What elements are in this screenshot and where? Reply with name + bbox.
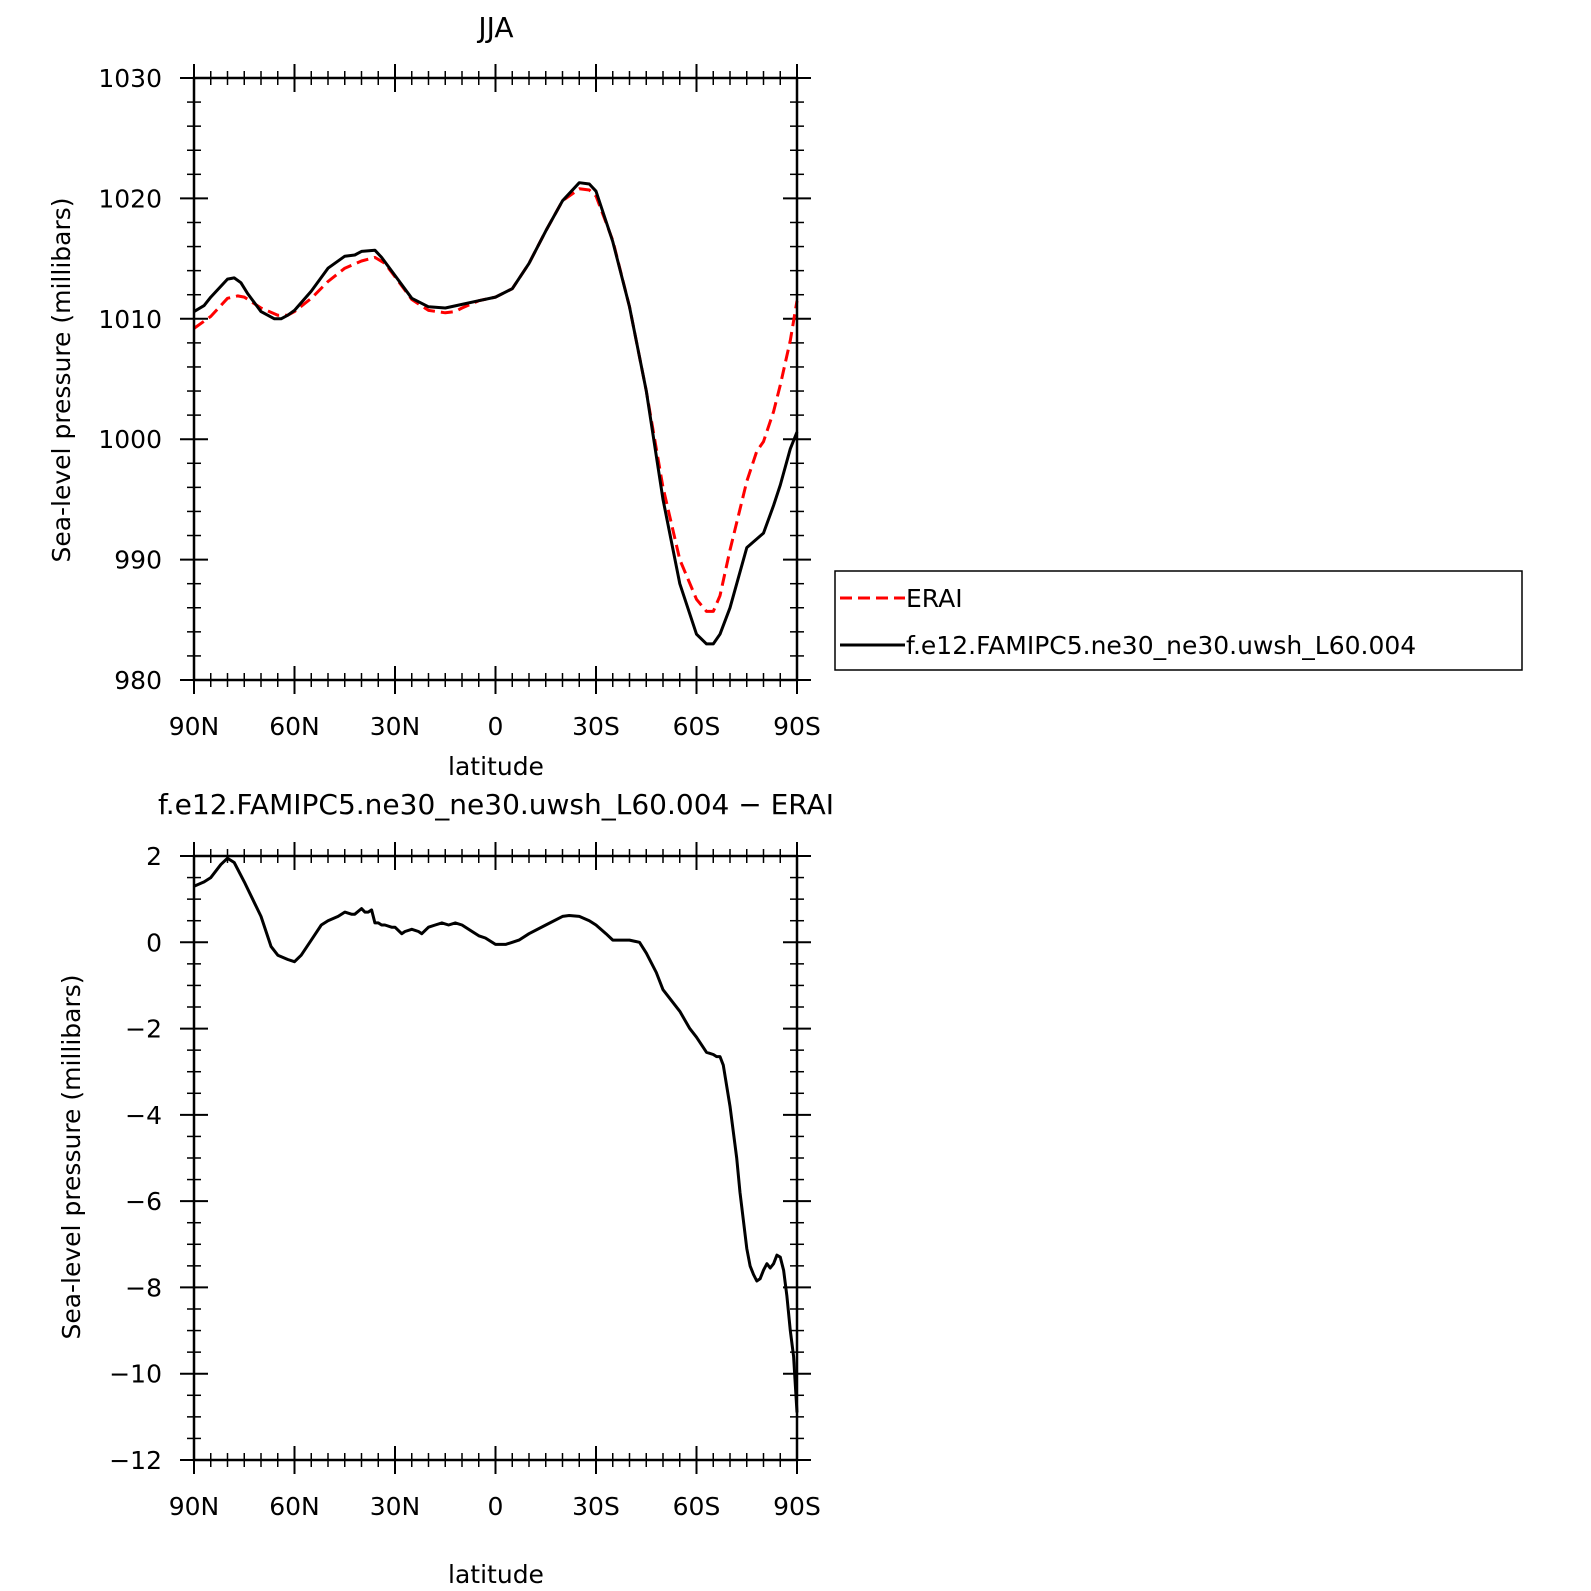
y-tick-label: 980 (114, 666, 162, 695)
series-line-erai (193, 187, 799, 613)
x-tick-label: 0 (488, 712, 504, 741)
top-chart-x-axis-title: latitude (448, 752, 544, 781)
y-tick-label: 1020 (98, 184, 162, 213)
x-tick-label: 30N (370, 1492, 421, 1521)
top-chart-ticks (180, 64, 811, 694)
top-chart-series (193, 181, 799, 646)
y-tick-label: 990 (114, 546, 162, 575)
x-tick-label: 30N (370, 712, 421, 741)
bottom-chart-series (193, 856, 799, 1413)
y-tick-label: 1030 (98, 64, 162, 93)
y-tick-label: 2 (146, 842, 162, 871)
legend: ERAI f.e12.FAMIPC5.ne30_ne30.uwsh_L60.00… (834, 570, 1523, 671)
x-tick-label: 90S (773, 1492, 821, 1521)
bottom-chart-y-tick-labels: −12 −10 −8 −6 −4 −2 0 2 (109, 842, 162, 1475)
top-chart-title: JJA (476, 11, 513, 44)
series-line-model (193, 856, 799, 1413)
x-tick-label: 60N (269, 712, 320, 741)
x-tick-label: 60S (673, 1492, 721, 1521)
bottom-chart: f.e12.FAMIPC5.ne30_ne30.uwsh_L60.004 − E… (57, 788, 834, 1589)
top-chart-x-tick-labels: 90N 60N 30N 0 30S 60S 90S (169, 712, 821, 741)
legend-box (834, 570, 1523, 671)
y-tick-label: 0 (146, 928, 162, 957)
bottom-chart-y-axis-title: Sea-level pressure (millibars) (57, 974, 86, 1339)
y-tick-label: −2 (125, 1015, 162, 1044)
bottom-chart-ticks (180, 842, 811, 1474)
y-tick-label: 1010 (98, 305, 162, 334)
x-tick-label: 0 (488, 1492, 504, 1521)
x-tick-label: 90S (773, 712, 821, 741)
x-tick-label: 60N (269, 1492, 320, 1521)
x-tick-label: 30S (572, 1492, 620, 1521)
top-chart-y-axis-title: Sea-level pressure (millibars) (47, 197, 76, 562)
series-line-model (193, 181, 799, 646)
y-tick-label: −6 (125, 1187, 162, 1216)
bottom-chart-plot-frame (192, 854, 799, 1462)
x-tick-label: 30S (572, 712, 620, 741)
bottom-chart-title: f.e12.FAMIPC5.ne30_ne30.uwsh_L60.004 − E… (158, 788, 834, 821)
bottom-chart-x-axis-title: latitude (448, 1560, 544, 1589)
y-tick-label: −12 (109, 1446, 162, 1475)
x-tick-label: 90N (169, 712, 220, 741)
top-chart-y-tick-labels: 980 990 1000 1010 1020 1030 (98, 64, 162, 695)
x-tick-label: 90N (169, 1492, 220, 1521)
y-tick-label: 1000 (98, 425, 162, 454)
y-tick-label: −4 (125, 1101, 162, 1130)
top-chart-plot-frame (192, 76, 799, 682)
x-tick-label: 60S (673, 712, 721, 741)
legend-erai-label: ERAI (906, 584, 963, 613)
top-chart: JJA 980 990 1000 1010 1020 1030 90N 60N 30N 0 30S… (47, 11, 1523, 781)
bottom-chart-x-tick-labels: 90N 60N 30N 0 30S 60S 90S (169, 1492, 821, 1521)
y-tick-label: −10 (109, 1360, 162, 1389)
legend-model-label: f.e12.FAMIPC5.ne30_ne30.uwsh_L60.004 (906, 631, 1416, 660)
y-tick-label: −8 (125, 1273, 162, 1302)
